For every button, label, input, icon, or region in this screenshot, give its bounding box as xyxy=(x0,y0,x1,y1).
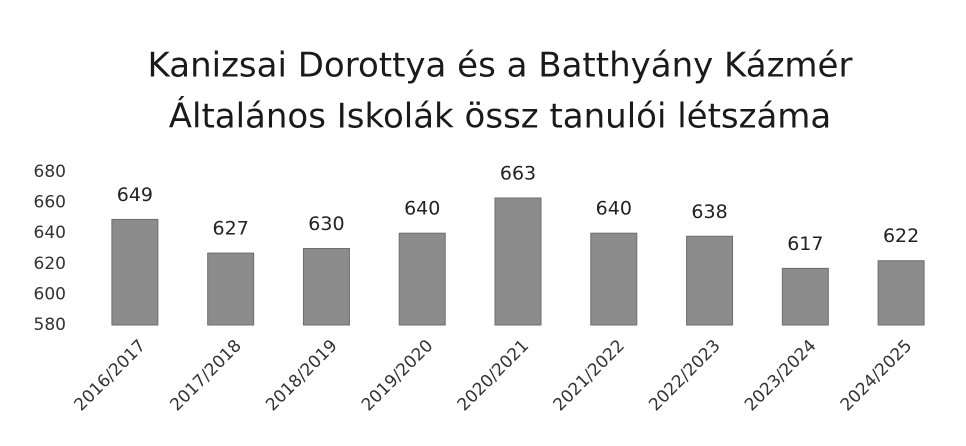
y-tick-label: 580 xyxy=(34,315,66,335)
data-label: 630 xyxy=(308,213,344,235)
bar xyxy=(494,197,542,326)
bar xyxy=(111,218,159,326)
y-tick-label: 600 xyxy=(34,284,66,304)
y-tick-label: 640 xyxy=(34,223,66,243)
chart-title: Általános Iskolák össz tanulói létszáma xyxy=(169,96,832,137)
data-label: 649 xyxy=(117,184,153,206)
bar xyxy=(686,235,734,326)
bar xyxy=(302,248,350,326)
data-label: 622 xyxy=(883,225,919,247)
y-tick-label: 680 xyxy=(34,162,66,182)
bar xyxy=(877,260,925,326)
bar xyxy=(590,232,638,326)
bar xyxy=(781,267,829,326)
chart-title: Kanizsai Dorottya és a Batthyány Kázmér xyxy=(148,46,853,86)
bar xyxy=(398,232,446,326)
y-tick-label: 660 xyxy=(34,193,66,213)
data-label: 663 xyxy=(500,163,536,185)
data-label: 617 xyxy=(787,233,823,255)
data-label: 638 xyxy=(691,201,727,223)
data-label: 640 xyxy=(596,198,632,220)
bar xyxy=(207,252,255,326)
data-label: 627 xyxy=(213,218,249,240)
y-tick-label: 620 xyxy=(34,254,66,274)
data-label: 640 xyxy=(404,198,440,220)
